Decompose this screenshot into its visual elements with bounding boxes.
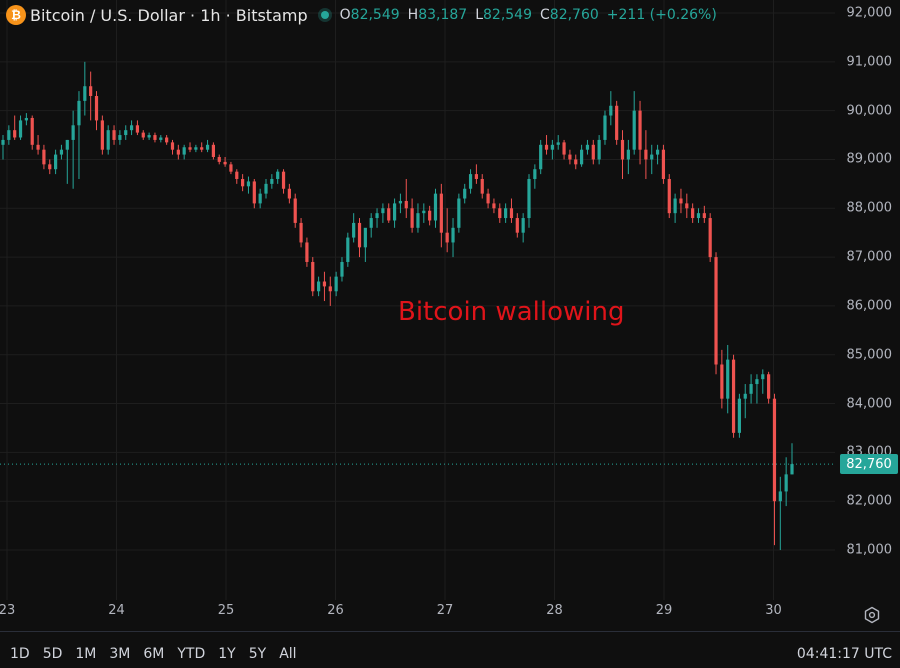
close-value: 82,760 [549, 7, 599, 23]
price-label: 81,000 [846, 542, 893, 558]
clock: 04:41:17 UTC [796, 646, 892, 662]
range-button-1y[interactable]: 1Y [218, 646, 236, 662]
range-button-6m[interactable]: 6M [143, 646, 165, 662]
price-label: 86,000 [846, 298, 893, 314]
price-label: 87,000 [846, 249, 893, 265]
current-price-tag: 82,760 [840, 454, 898, 475]
chart-annotation[interactable]: Bitcoin wallowing [398, 297, 625, 327]
settings-icon[interactable] [863, 606, 881, 624]
price-label: 85,000 [846, 347, 893, 363]
range-button-all[interactable]: All [279, 646, 297, 662]
divider [0, 631, 900, 632]
bitcoin-logo-icon: ₿ [6, 5, 26, 25]
price-label: 92,000 [846, 5, 893, 21]
market-status-icon[interactable] [317, 8, 332, 22]
open-label: O [339, 7, 351, 23]
price-label: 84,000 [846, 396, 893, 412]
price-change: +211 (+0.26%) [606, 7, 717, 23]
price-label: 88,000 [846, 200, 893, 216]
time-label: 30 [765, 603, 782, 618]
price-axis[interactable]: 92,000 91,000 90,000 89,000 88,000 87,000 86,0… [835, 0, 900, 600]
range-button-ytd[interactable]: YTD [177, 646, 206, 662]
price-label: 82,000 [846, 493, 893, 509]
price-label: 90,000 [846, 103, 893, 119]
range-button-5y[interactable]: 5Y [248, 646, 267, 662]
time-axis[interactable]: 23 24 25 26 27 28 29 30 [0, 603, 835, 627]
time-label: 23 [0, 603, 16, 618]
time-label: 26 [327, 603, 344, 618]
price-label: 91,000 [846, 54, 893, 70]
range-button-1d[interactable]: 1D [10, 646, 30, 662]
range-button-3m[interactable]: 3M [109, 646, 131, 662]
time-label: 27 [436, 603, 454, 618]
range-button-1m[interactable]: 1M [75, 646, 97, 662]
high-value: 83,187 [418, 7, 468, 23]
time-label: 24 [108, 603, 125, 618]
range-selector: 1D 5D 1M 3M 6M YTD 1Y 5Y All [10, 646, 297, 662]
range-button-5d[interactable]: 5D [42, 646, 63, 662]
candlestick-chart[interactable] [0, 0, 835, 600]
time-label: 29 [655, 603, 673, 618]
candles [1, 61, 794, 551]
symbol-title[interactable]: Bitcoin / U.S. Dollar · 1h · Bitstamp [30, 5, 308, 25]
time-label: 25 [217, 603, 235, 618]
time-label: 28 [546, 603, 563, 618]
close-label: C [540, 7, 550, 23]
chart-legend: ₿ Bitcoin / U.S. Dollar · 1h · Bitstamp … [0, 0, 717, 30]
price-label: 89,000 [846, 151, 893, 167]
ohlc-values: O82,549 H83,187 L82,549 C82,760 [340, 7, 599, 23]
low-value: 82,549 [483, 7, 532, 23]
low-label: L [475, 7, 483, 23]
high-label: H [407, 7, 419, 23]
open-value: 82,549 [350, 7, 400, 23]
